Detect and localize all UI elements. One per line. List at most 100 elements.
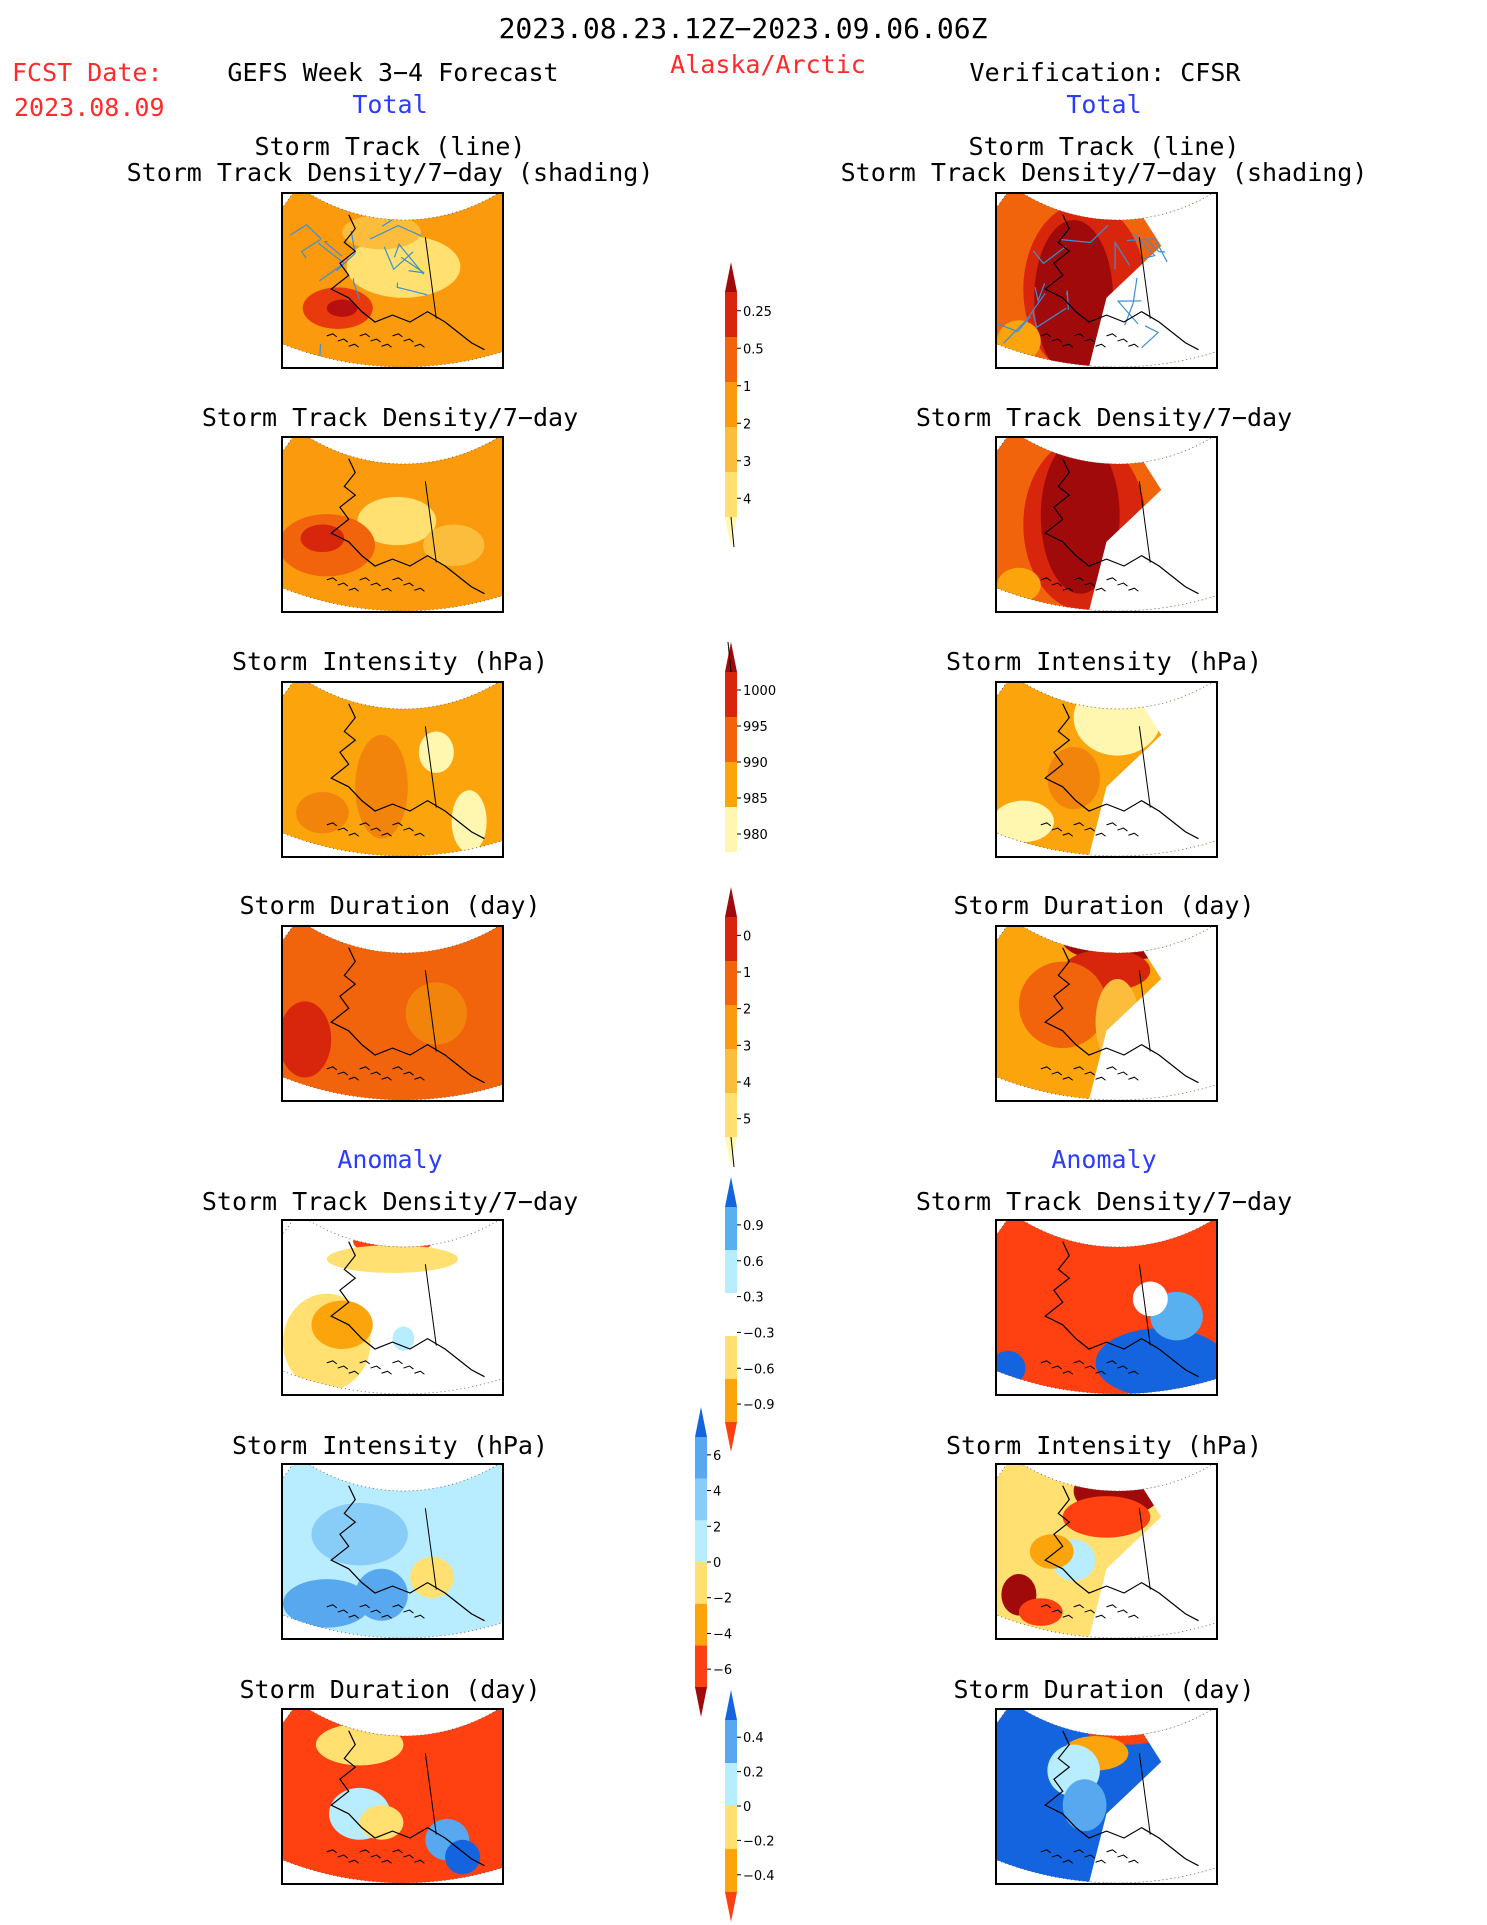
colorbar-label: −0.4 (743, 1869, 775, 1884)
vf-anom-intensity-title: Storm Intensity (hPa) (946, 1431, 1262, 1460)
vf-anom-density-map (995, 1219, 1218, 1396)
colorbar-segment (725, 807, 737, 852)
verification-title: Verification: CFSR (970, 58, 1241, 87)
colorbar-segment (725, 1806, 737, 1849)
map-shade (360, 1805, 404, 1840)
colorbar-label: 3 (743, 455, 751, 470)
colorbar-segment (725, 337, 737, 382)
colorbar-label: −0.3 (743, 1326, 775, 1341)
map-shade (1019, 1598, 1063, 1626)
map-shade (355, 1569, 408, 1621)
colorbar-segment (725, 1207, 737, 1250)
colorbar-label: 4 (743, 1076, 751, 1091)
vf-anom-duration-title: Storm Duration (day) (953, 1675, 1254, 1704)
colorbar-label: 0.3 (743, 1291, 764, 1306)
vf-anom-intensity-map (995, 1463, 1218, 1640)
vf-duration-map (995, 925, 1218, 1102)
vf-intensity-map (995, 681, 1218, 858)
colorbar-segment (725, 717, 737, 762)
colorbar-segment (725, 1763, 737, 1806)
colorbar-segment (725, 1720, 737, 1763)
colorbar-label: −0.6 (743, 1362, 775, 1377)
colorbar-label: 1000 (743, 684, 776, 699)
colorbar-label: 3 (743, 1039, 751, 1054)
fc-anom-density-map (281, 1219, 504, 1396)
colorbar-top-arrow (695, 1407, 707, 1437)
colorbar-segment (725, 292, 737, 337)
colorbar-segment (725, 1293, 737, 1336)
colorbar-segment (725, 1049, 737, 1093)
map-shade (1063, 1779, 1107, 1831)
colorbar-label: 0.9 (743, 1219, 764, 1234)
region-title: Alaska/Arctic (670, 50, 866, 79)
map-shade (445, 1840, 480, 1875)
colorbar-segment (725, 1336, 737, 1379)
verification-anomaly-label: Anomaly (1051, 1145, 1156, 1174)
colorbar-label: −0.2 (743, 1834, 775, 1849)
colorbar-label: 0.5 (743, 342, 764, 357)
map-shade (406, 982, 467, 1044)
vf-density-map (995, 436, 1218, 613)
fc-intensity-title: Storm Intensity (hPa) (232, 647, 548, 676)
colorbar-label: 2 (713, 1520, 721, 1535)
fc-intensity-map (281, 681, 504, 858)
verification-total-label: Total (1066, 90, 1141, 119)
colorbar-segment (725, 1250, 737, 1293)
colorbar-anom-duration: 0.4 0.2 0 −0.2 −0.4 (715, 1690, 785, 1922)
colorbar-label: 1 (743, 380, 751, 395)
colorbar-segment (725, 1849, 737, 1892)
colorbar-label: 980 (743, 828, 768, 843)
map-shade (1133, 1282, 1168, 1317)
colorbar-segment (725, 762, 737, 807)
colorbar-segment (725, 427, 737, 472)
colorbar-bottom-arrow (725, 852, 737, 882)
fc-track-title-shading: Storm Track Density/7−day (shading) (127, 158, 654, 187)
vf-intensity-title: Storm Intensity (hPa) (946, 647, 1262, 676)
fcst-date-label: FCST Date: (12, 58, 163, 87)
colorbar-anom-intensity: 6 4 2 0 −2 −4 −6 (685, 1407, 755, 1717)
period-title: 2023.08.23.12Z−2023.09.06.06Z (499, 12, 988, 45)
colorbar-label: −6 (713, 1663, 732, 1678)
fc-duration-map (281, 925, 504, 1102)
colorbar-label: 0 (743, 1800, 751, 1815)
colorbar-segment (695, 1479, 707, 1521)
colorbar-label: 985 (743, 792, 768, 807)
map-shade (296, 792, 349, 834)
vf-anom-density-title: Storm Track Density/7−day (916, 1187, 1292, 1216)
fc-track-title-line: Storm Track (line) (255, 132, 526, 161)
vf-anom-duration-map (995, 1708, 1218, 1885)
vf-track-map (995, 192, 1218, 369)
map-shade (1019, 962, 1107, 1049)
map-shade (1074, 683, 1162, 756)
colorbar-segment (725, 382, 737, 427)
colorbar-label: 4 (713, 1485, 721, 1500)
map-shade (419, 731, 454, 773)
colorbar-segment (695, 1437, 707, 1479)
map-shade (452, 790, 487, 852)
colorbar-label: 0.25 (743, 305, 772, 320)
vf-density-title: Storm Track Density/7−day (916, 403, 1292, 432)
colorbar-label: 990 (743, 756, 768, 771)
colorbar-label: 2 (743, 417, 751, 432)
colorbar-top-arrow (725, 262, 737, 292)
fc-density-map (281, 436, 504, 613)
colorbar-segment (695, 1520, 707, 1562)
fc-anom-intensity-title: Storm Intensity (hPa) (232, 1431, 548, 1460)
colorbar-label: 0.4 (743, 1731, 764, 1746)
colorbar-segment (725, 961, 737, 1005)
map-shade (997, 568, 1041, 603)
colorbar-label: 4 (743, 492, 751, 507)
colorbar-bottom-arrow (725, 1892, 737, 1922)
colorbar-label: 0 (713, 1556, 721, 1571)
colorbar-top-arrow (725, 887, 737, 917)
fc-anom-intensity-map (281, 1463, 504, 1640)
colorbar-label: 1 (743, 966, 751, 981)
colorbar-top-arrow (725, 1177, 737, 1207)
forecast-anomaly-label: Anomaly (337, 1145, 442, 1174)
colorbar-label: 0.6 (743, 1255, 764, 1270)
colorbar-top-arrow (725, 1690, 737, 1720)
colorbar-label: 2 (743, 1003, 751, 1018)
vf-track-title-shading: Storm Track Density/7−day (shading) (841, 158, 1368, 187)
colorbar-total-density: 0.25 0.5 1 2 3 4 (715, 262, 785, 547)
